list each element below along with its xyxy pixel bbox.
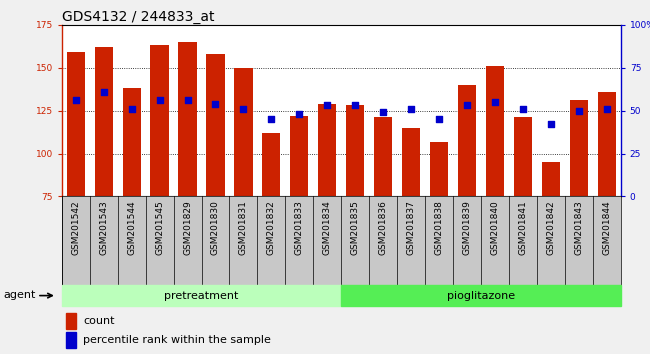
Point <box>70 97 81 103</box>
Text: GSM201839: GSM201839 <box>463 200 471 255</box>
Point <box>378 109 389 115</box>
Bar <box>179 42 196 196</box>
Bar <box>95 47 112 196</box>
Point <box>406 106 416 112</box>
Point <box>294 111 305 117</box>
Text: pioglitazone: pioglitazone <box>447 291 515 301</box>
Text: agent: agent <box>3 290 36 299</box>
Text: GSM201844: GSM201844 <box>603 200 611 255</box>
Point <box>350 103 360 108</box>
Bar <box>346 105 364 196</box>
Bar <box>430 142 448 196</box>
Point <box>518 106 528 112</box>
Text: count: count <box>83 316 114 326</box>
Text: GSM201833: GSM201833 <box>295 200 304 255</box>
Point <box>322 103 332 108</box>
Bar <box>402 128 420 196</box>
Bar <box>341 285 621 306</box>
Bar <box>570 100 588 196</box>
Point <box>211 101 221 107</box>
Bar <box>291 116 308 196</box>
Text: percentile rank within the sample: percentile rank within the sample <box>83 335 271 345</box>
Point <box>574 108 584 113</box>
Text: GSM201841: GSM201841 <box>519 200 527 255</box>
Text: GSM201843: GSM201843 <box>575 200 583 255</box>
Text: GSM201544: GSM201544 <box>127 200 136 255</box>
Point <box>155 97 165 103</box>
Text: GSM201545: GSM201545 <box>155 200 164 255</box>
Text: GSM201834: GSM201834 <box>323 200 332 255</box>
Bar <box>62 285 341 306</box>
Bar <box>151 45 168 196</box>
Bar <box>514 118 532 196</box>
Text: GSM201542: GSM201542 <box>72 200 80 255</box>
Text: pretreatment: pretreatment <box>164 291 239 301</box>
Text: GSM201840: GSM201840 <box>491 200 499 255</box>
Bar <box>67 52 85 196</box>
Bar <box>486 66 504 196</box>
Text: GSM201838: GSM201838 <box>435 200 443 255</box>
Bar <box>123 88 140 196</box>
Point <box>434 116 445 122</box>
Bar <box>207 54 224 196</box>
Point <box>238 106 248 112</box>
Point <box>546 121 556 127</box>
Text: GSM201832: GSM201832 <box>267 200 276 255</box>
Text: GSM201543: GSM201543 <box>99 200 108 255</box>
Point <box>462 103 473 108</box>
Text: GSM201842: GSM201842 <box>547 200 555 255</box>
Point <box>266 116 277 122</box>
Bar <box>598 92 616 196</box>
Bar <box>263 133 280 196</box>
Point <box>126 106 137 112</box>
Text: GSM201837: GSM201837 <box>407 200 415 255</box>
Bar <box>318 104 336 196</box>
Text: GDS4132 / 244833_at: GDS4132 / 244833_at <box>62 10 214 24</box>
Point <box>182 97 193 103</box>
Text: GSM201836: GSM201836 <box>379 200 387 255</box>
Point <box>602 106 612 112</box>
Bar <box>66 332 76 348</box>
Bar <box>458 85 476 196</box>
Point <box>99 89 109 95</box>
Bar <box>66 313 76 329</box>
Bar <box>374 118 392 196</box>
Text: GSM201831: GSM201831 <box>239 200 248 255</box>
Text: GSM201830: GSM201830 <box>211 200 220 255</box>
Text: GSM201835: GSM201835 <box>351 200 359 255</box>
Point <box>490 99 501 105</box>
Text: GSM201829: GSM201829 <box>183 200 192 255</box>
Bar <box>235 68 252 196</box>
Bar <box>542 162 560 196</box>
